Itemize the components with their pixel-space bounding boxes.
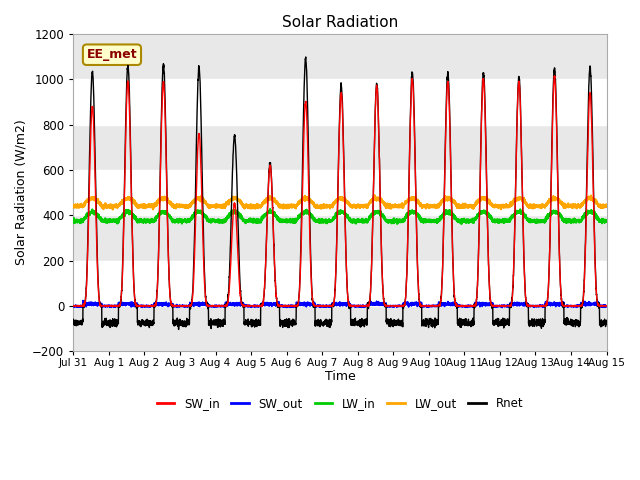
- SW_out: [460, 303, 467, 309]
- SW_out: [603, 303, 611, 309]
- Rnet: [165, 276, 173, 282]
- SW_in: [70, 303, 77, 309]
- LW_in: [320, 218, 328, 224]
- Line: SW_in: SW_in: [74, 76, 607, 306]
- Rnet: [430, 320, 438, 325]
- LW_in: [602, 218, 610, 224]
- SW_in: [490, 302, 497, 308]
- LW_in: [165, 213, 173, 218]
- SW_in: [165, 276, 173, 282]
- LW_out: [109, 207, 116, 213]
- Line: Rnet: Rnet: [74, 57, 607, 329]
- LW_in: [70, 218, 77, 224]
- SW_out: [70, 303, 77, 309]
- LW_out: [320, 204, 328, 210]
- SW_in: [460, 303, 467, 309]
- SW_out: [499, 305, 506, 311]
- SW_out: [320, 304, 328, 310]
- SW_in: [603, 303, 611, 309]
- SW_out: [602, 304, 610, 310]
- Rnet: [175, 326, 182, 332]
- LW_in: [603, 218, 611, 224]
- Rnet: [490, 321, 497, 326]
- Bar: [74, 34, 607, 79]
- LW_in: [430, 218, 438, 224]
- Bar: [74, 215, 607, 261]
- Text: EE_met: EE_met: [86, 48, 137, 61]
- SW_out: [490, 304, 497, 310]
- SW_in: [550, 73, 558, 79]
- Rnet: [302, 54, 310, 60]
- LW_out: [165, 199, 173, 204]
- LW_out: [460, 203, 467, 209]
- Bar: [74, 306, 607, 351]
- SW_out: [430, 303, 438, 309]
- Title: Solar Radiation: Solar Radiation: [282, 15, 398, 30]
- Bar: [74, 125, 607, 170]
- LW_out: [603, 203, 611, 209]
- Rnet: [460, 318, 467, 324]
- SW_out: [79, 298, 87, 303]
- Legend: SW_in, SW_out, LW_in, LW_out, Rnet: SW_in, SW_out, LW_in, LW_out, Rnet: [152, 393, 528, 415]
- LW_out: [490, 204, 497, 209]
- Rnet: [70, 316, 77, 322]
- Rnet: [320, 321, 328, 326]
- Rnet: [602, 321, 610, 327]
- LW_out: [430, 203, 438, 208]
- SW_in: [430, 303, 438, 309]
- LW_out: [371, 192, 379, 198]
- Line: SW_out: SW_out: [74, 300, 607, 308]
- LW_in: [460, 216, 467, 222]
- Line: LW_out: LW_out: [74, 195, 607, 210]
- LW_in: [458, 221, 465, 227]
- Rnet: [603, 321, 611, 327]
- LW_in: [266, 206, 274, 212]
- LW_out: [602, 203, 610, 209]
- LW_in: [490, 217, 497, 223]
- SW_in: [320, 303, 328, 309]
- LW_out: [70, 204, 77, 210]
- X-axis label: Time: Time: [324, 370, 355, 383]
- SW_out: [165, 301, 173, 307]
- Line: LW_in: LW_in: [74, 209, 607, 224]
- Y-axis label: Solar Radiation (W/m2): Solar Radiation (W/m2): [15, 120, 28, 265]
- SW_in: [602, 303, 610, 309]
